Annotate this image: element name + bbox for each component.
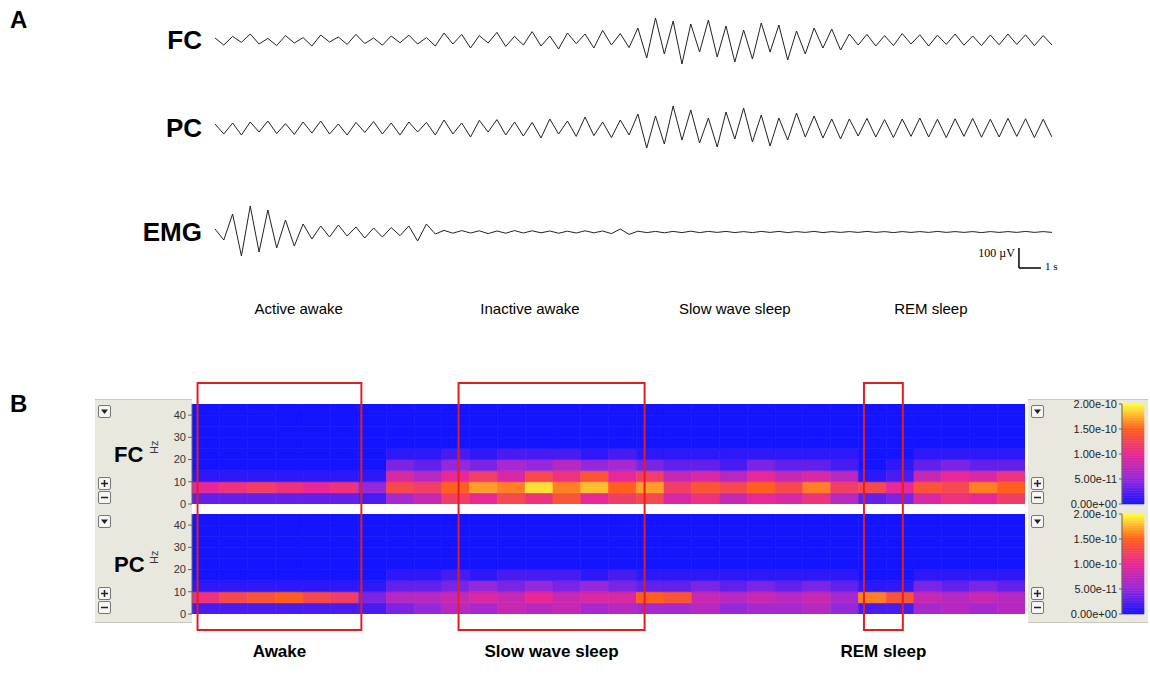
html-text:REM sleep: REM sleep (894, 300, 968, 317)
svg-text:1.50e-10: 1.50e-10 (1074, 533, 1117, 545)
html-text:PC: PC (165, 113, 202, 143)
html-text:B: B (10, 390, 28, 417)
html-text:100 µV: 100 µV (978, 246, 1015, 260)
svg-text:10: 10 (174, 586, 186, 598)
html-text:Slow wave sleep: Slow wave sleep (678, 300, 791, 317)
html-text:Slow wave sleep: Slow wave sleep (484, 642, 619, 661)
svg-text:30: 30 (174, 541, 186, 553)
html-text:EMG: EMG (142, 217, 202, 247)
svg-text:40: 40 (174, 409, 186, 421)
svg-text:Hz: Hz (148, 441, 160, 454)
svg-text:1.00e-10: 1.00e-10 (1074, 558, 1117, 570)
svg-text:1.00e-10: 1.00e-10 (1074, 448, 1117, 460)
html-text:Active awake: Active awake (254, 300, 343, 317)
svg-text:5.00e-11: 5.00e-11 (1074, 583, 1117, 595)
svg-text:Hz: Hz (148, 551, 160, 564)
svg-text:5.00e-11: 5.00e-11 (1074, 473, 1117, 485)
svg-text:1.50e-10: 1.50e-10 (1074, 423, 1117, 435)
html-text:1 s: 1 s (1045, 260, 1058, 272)
svg-text:0.00e+00: 0.00e+00 (1071, 608, 1117, 620)
svg-text:20: 20 (174, 453, 186, 465)
svg-text:0.00e+00: 0.00e+00 (1070, 497, 1117, 510)
html-text:Awake: Awake (252, 642, 307, 661)
html-text:A: A (10, 6, 28, 33)
svg-text:30: 30 (174, 431, 186, 443)
svg-text:40: 40 (174, 519, 186, 531)
html-text:REM sleep: REM sleep (840, 642, 927, 661)
svg-text:10: 10 (174, 476, 186, 488)
svg-text:0: 0 (180, 498, 186, 510)
svg-text:20: 20 (174, 563, 186, 575)
html-text:FC: FC (167, 25, 202, 55)
svg-text:2.00e-10: 2.00e-10 (1074, 398, 1117, 410)
html-text:PC: PC (114, 552, 145, 577)
html-text:FC: FC (114, 442, 144, 467)
svg-text:0: 0 (180, 608, 186, 620)
html-text:Inactive awake: Inactive awake (480, 300, 580, 317)
svg-text:2.00e-10: 2.00e-10 (1074, 508, 1117, 520)
